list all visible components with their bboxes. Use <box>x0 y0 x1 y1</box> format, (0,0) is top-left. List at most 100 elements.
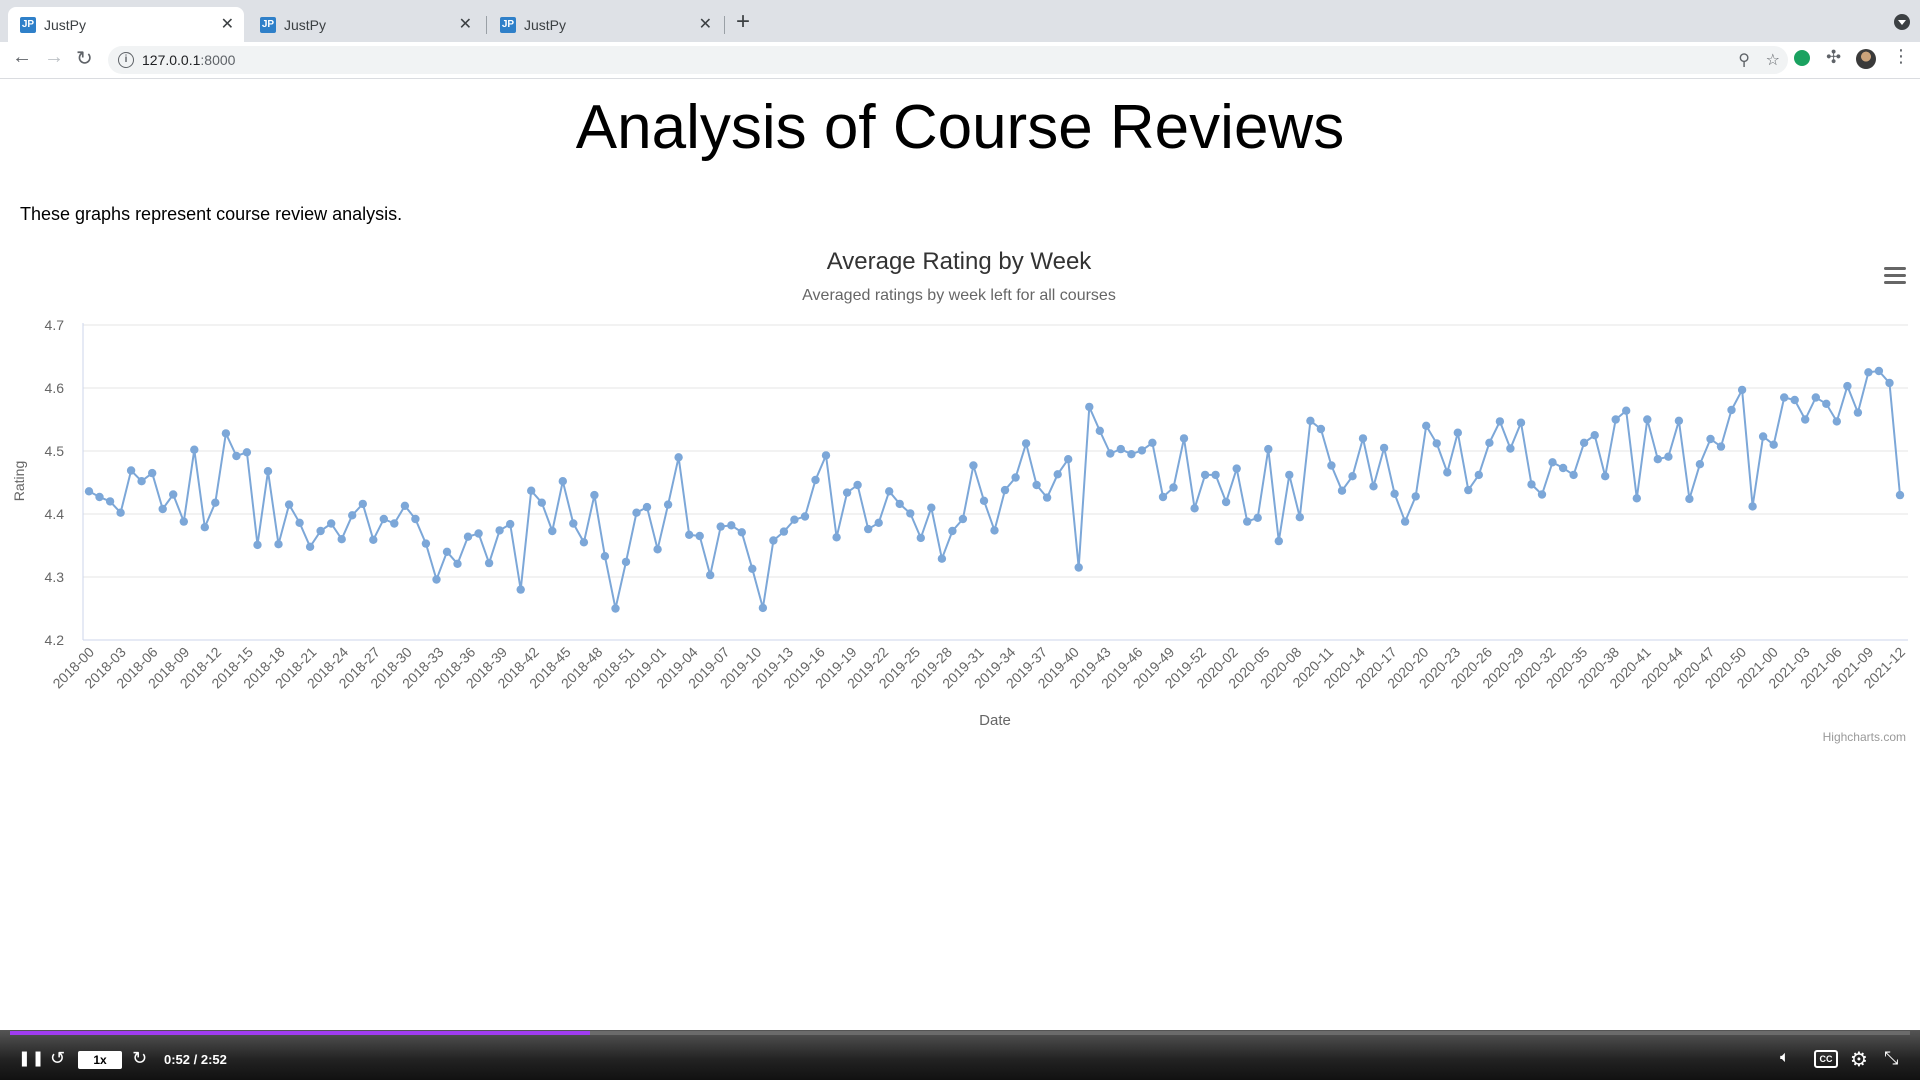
data-point[interactable] <box>685 530 694 539</box>
data-point[interactable] <box>1053 470 1062 479</box>
data-point[interactable] <box>1316 424 1326 434</box>
data-point[interactable] <box>674 453 683 462</box>
data-point[interactable] <box>1801 415 1810 424</box>
reload-icon[interactable]: ↻ <box>76 48 93 70</box>
data-point[interactable] <box>1685 494 1694 504</box>
data-point[interactable] <box>706 570 715 580</box>
data-point[interactable] <box>969 461 978 470</box>
playback-speed-button[interactable]: 1x <box>78 1051 122 1069</box>
data-point[interactable] <box>1790 395 1799 405</box>
data-point[interactable] <box>864 524 873 534</box>
data-point[interactable] <box>358 499 367 509</box>
data-point[interactable] <box>527 486 536 495</box>
data-point[interactable] <box>874 518 883 527</box>
data-point[interactable] <box>916 533 925 543</box>
data-point[interactable] <box>1327 461 1336 470</box>
data-point[interactable] <box>727 521 736 530</box>
data-point[interactable] <box>1337 486 1347 495</box>
data-point[interactable] <box>737 528 746 537</box>
data-point[interactable] <box>1716 442 1726 451</box>
data-point[interactable] <box>1274 536 1284 546</box>
data-point[interactable] <box>1516 418 1526 427</box>
data-point[interactable] <box>390 519 399 528</box>
data-point[interactable] <box>1843 381 1852 391</box>
address-bar[interactable]: i 127.0.0.1:8000 ⚲ ☆ <box>108 46 1788 74</box>
data-point[interactable] <box>1558 463 1568 473</box>
data-point[interactable] <box>1579 438 1589 447</box>
data-point[interactable] <box>979 496 989 505</box>
rewind-icon[interactable]: ↺ <box>50 1048 66 1068</box>
data-point[interactable] <box>1127 450 1136 459</box>
data-point[interactable] <box>800 512 810 521</box>
data-point[interactable] <box>295 518 304 527</box>
data-point[interactable] <box>1411 492 1420 501</box>
new-tab-plus-icon[interactable]: + <box>736 8 751 35</box>
data-point[interactable] <box>453 559 462 568</box>
data-point[interactable] <box>1379 443 1389 453</box>
data-point[interactable] <box>1232 464 1241 473</box>
data-point[interactable] <box>1253 513 1262 522</box>
data-point[interactable] <box>148 468 157 478</box>
data-point[interactable] <box>1021 439 1031 448</box>
data-point[interactable] <box>432 575 441 584</box>
data-point[interactable] <box>1358 434 1368 443</box>
forward-icon[interactable]: ↻ <box>132 1048 148 1068</box>
data-point[interactable] <box>885 487 894 496</box>
data-point[interactable] <box>621 557 631 567</box>
browser-tab-2[interactable]: JP JustPy ✕ <box>248 7 482 42</box>
data-point[interactable] <box>832 533 841 542</box>
data-point[interactable] <box>179 517 188 526</box>
data-point[interactable] <box>1453 428 1463 437</box>
data-point[interactable] <box>1400 517 1410 526</box>
data-point[interactable] <box>1190 504 1199 513</box>
data-point[interactable] <box>1780 393 1789 402</box>
data-point[interactable] <box>1295 513 1305 522</box>
data-point[interactable] <box>1548 458 1557 467</box>
data-point[interactable] <box>895 499 904 509</box>
data-point[interactable] <box>242 448 252 457</box>
data-point[interactable] <box>642 502 652 512</box>
chart-context-menu-icon[interactable] <box>1880 265 1910 289</box>
data-point[interactable] <box>1158 492 1168 502</box>
data-point[interactable] <box>1769 440 1778 449</box>
data-point[interactable] <box>1590 431 1599 440</box>
data-point[interactable] <box>232 451 241 461</box>
site-info-icon[interactable]: i <box>118 52 134 68</box>
data-point[interactable] <box>1569 470 1578 480</box>
data-point[interactable] <box>769 536 778 545</box>
data-point[interactable] <box>611 604 620 613</box>
data-point[interactable] <box>1200 470 1210 480</box>
data-point[interactable] <box>126 466 136 475</box>
data-point[interactable] <box>1601 472 1610 481</box>
data-point[interactable] <box>1506 444 1515 453</box>
data-point[interactable] <box>474 529 483 538</box>
data-point[interactable] <box>1369 482 1378 491</box>
data-point[interactable] <box>1653 455 1663 464</box>
data-point[interactable] <box>305 542 315 551</box>
data-point[interactable] <box>1422 421 1431 430</box>
data-point[interactable] <box>1243 517 1252 526</box>
data-point[interactable] <box>211 498 220 507</box>
settings-gear-icon[interactable]: ⚙ <box>1850 1049 1868 1071</box>
data-point[interactable] <box>284 500 294 509</box>
data-point[interactable] <box>1622 406 1631 415</box>
data-point[interactable] <box>1348 472 1357 481</box>
data-point[interactable] <box>411 514 420 524</box>
data-point[interactable] <box>1106 449 1115 458</box>
data-point[interactable] <box>1537 490 1547 499</box>
data-point[interactable] <box>169 490 178 499</box>
data-point[interactable] <box>1085 402 1094 412</box>
data-point[interactable] <box>653 545 662 554</box>
data-point[interactable] <box>1116 444 1126 454</box>
data-point[interactable] <box>748 564 757 573</box>
data-point[interactable] <box>442 547 452 556</box>
data-point[interactable] <box>1885 378 1894 388</box>
data-point[interactable] <box>1643 415 1652 424</box>
data-point[interactable] <box>1485 438 1494 447</box>
data-point[interactable] <box>1285 470 1294 480</box>
data-point[interactable] <box>327 519 336 528</box>
data-point[interactable] <box>1064 455 1073 464</box>
data-point[interactable] <box>1664 452 1673 461</box>
data-point[interactable] <box>105 497 115 506</box>
data-point[interactable] <box>316 526 325 536</box>
